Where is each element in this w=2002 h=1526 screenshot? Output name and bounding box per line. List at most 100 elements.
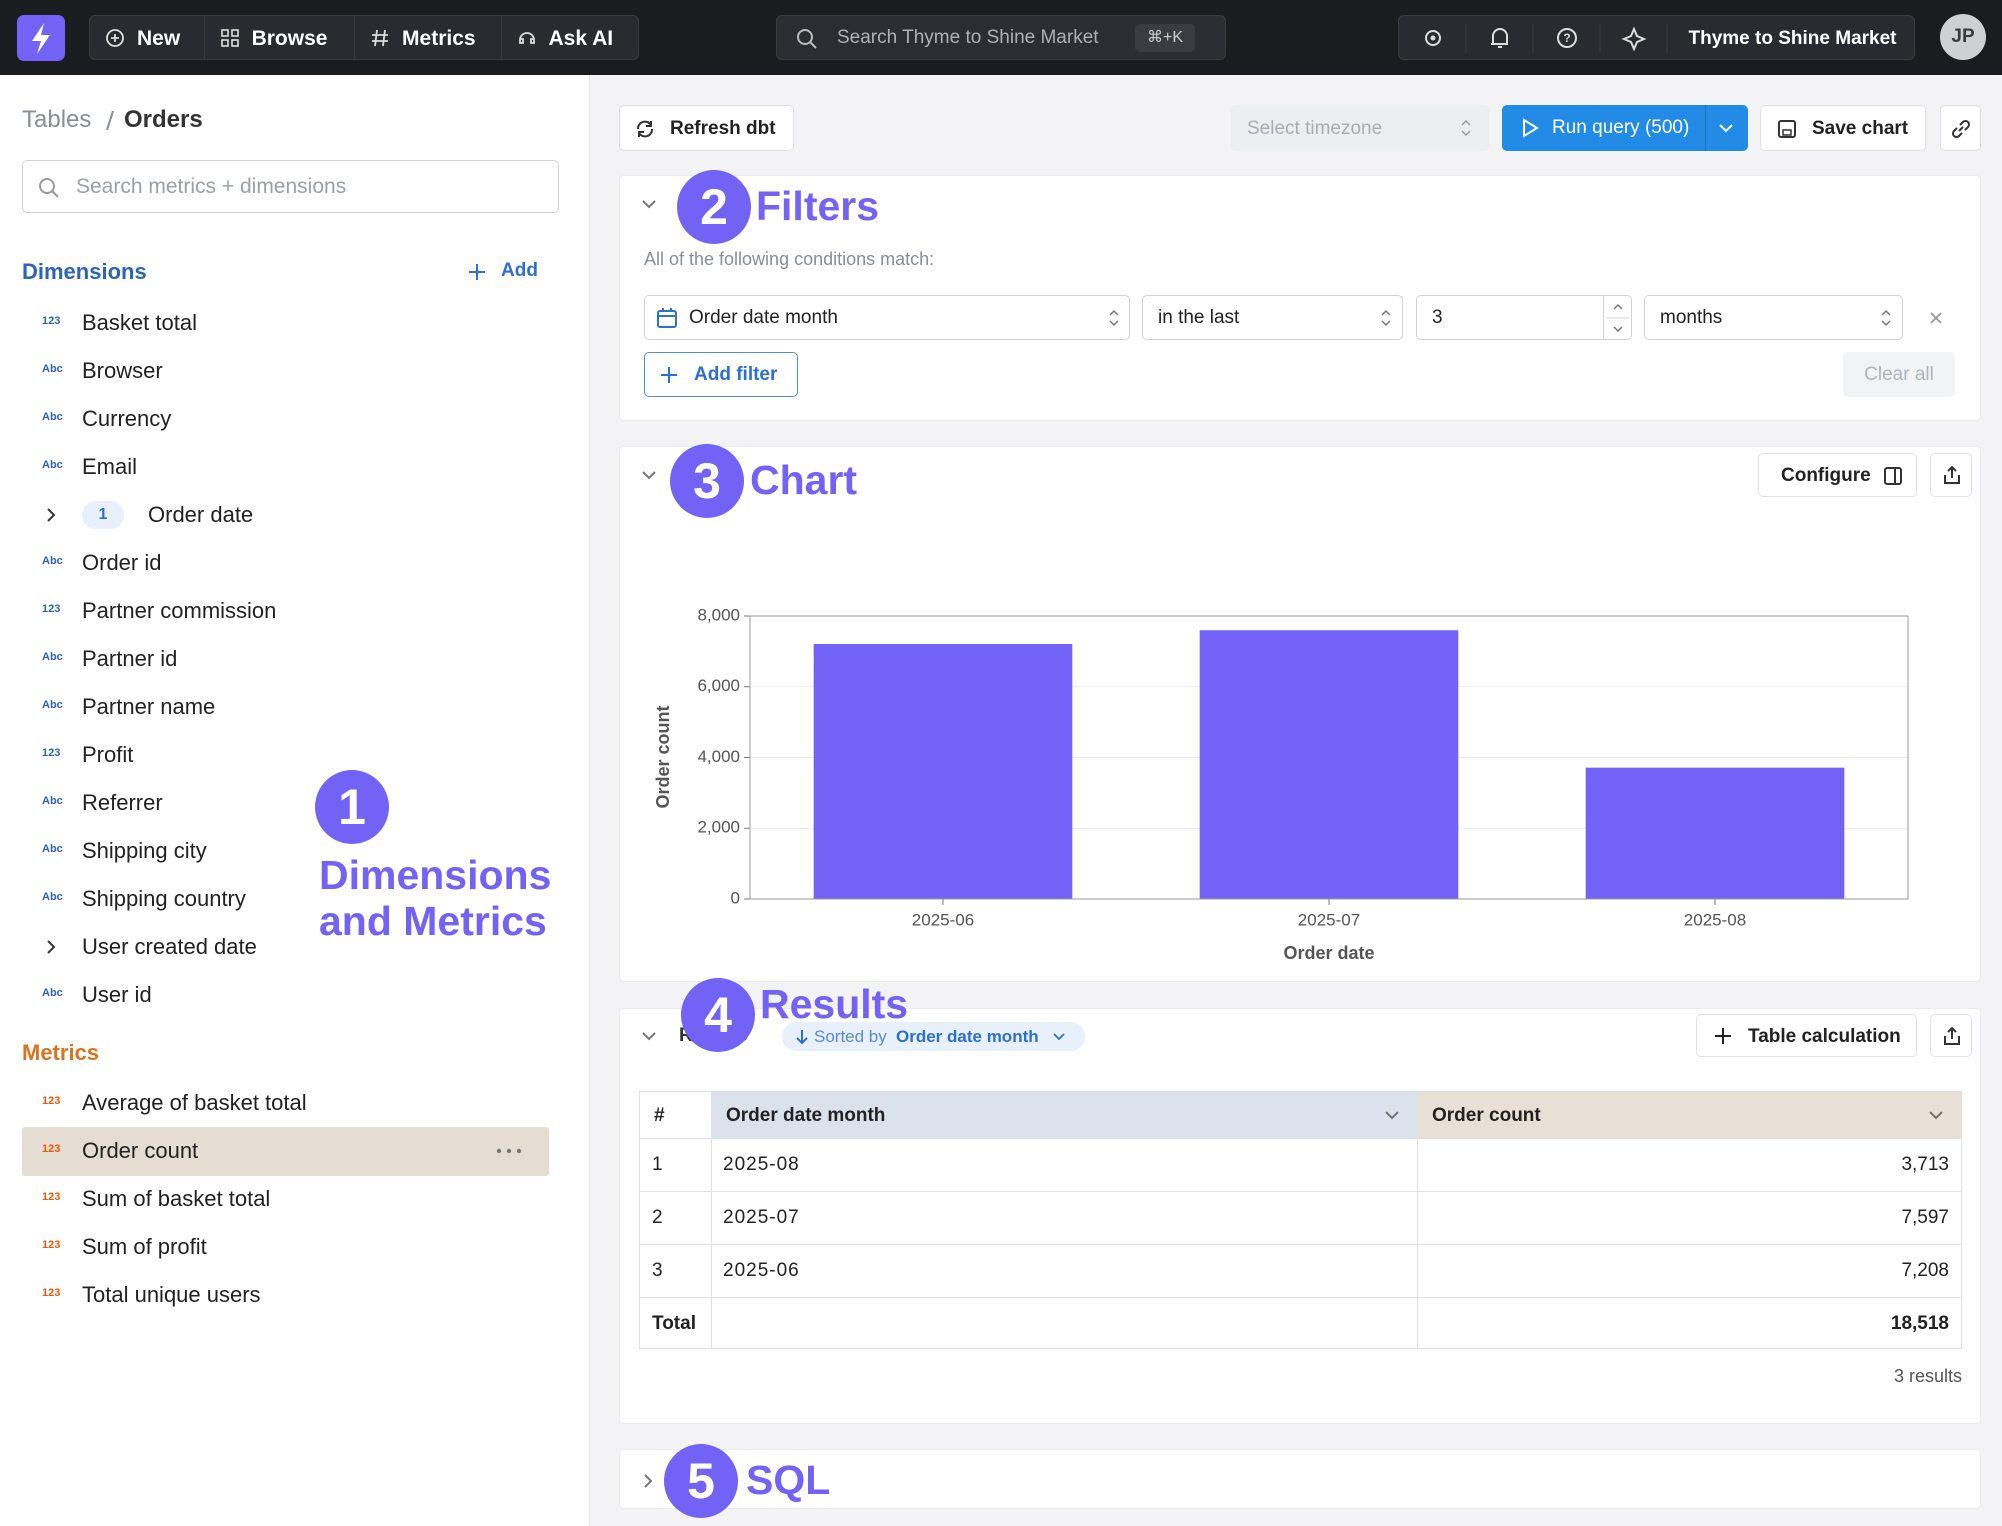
cell-text: 3,713 — [1901, 1154, 1949, 1175]
field-label[interactable]: Profit — [82, 742, 134, 767]
search-placeholder: Search Thyme to Shine Market — [837, 27, 1099, 48]
field-label[interactable]: Referrer — [82, 790, 163, 815]
link-icon — [1951, 119, 1971, 139]
refresh-button[interactable]: Refresh dbt — [619, 105, 794, 151]
collapse-chevron[interactable] — [640, 196, 658, 212]
field-label[interactable]: Currency — [82, 406, 172, 431]
sorted-by-label: Sorted by — [814, 1027, 887, 1046]
button-label: Run query (500) — [1552, 117, 1690, 138]
table-calc-button[interactable]: Table calculation — [1696, 1014, 1917, 1057]
field-label[interactable]: User id — [82, 982, 152, 1007]
field-label[interactable]: Shipping country — [82, 886, 246, 911]
sidebar-search[interactable]: Search metrics + dimensions — [22, 160, 559, 213]
button-label: Add filter — [694, 364, 778, 385]
chevron — [1929, 1111, 1943, 1120]
field-label[interactable]: Order date — [148, 502, 254, 527]
filter-value[interactable]: 3 — [1416, 295, 1632, 340]
field-label[interactable]: Order id — [82, 550, 162, 575]
annotation-badge: 1 — [315, 770, 389, 844]
dimensions-title: Dimensions — [22, 259, 147, 284]
field-label[interactable]: Partner id — [82, 646, 178, 671]
clear-all-button[interactable]: Clear all — [1843, 352, 1955, 397]
nav-item[interactable]: Browse — [205, 16, 356, 59]
y-tick-label: 8,000 — [697, 605, 740, 624]
nav-item[interactable]: Metrics — [355, 16, 502, 59]
plot-frame — [749, 615, 1909, 900]
filter-unit[interactable]: months — [1644, 295, 1903, 340]
svg-text:?: ? — [1563, 31, 1570, 45]
avatar[interactable]: JP — [1940, 14, 1986, 60]
field-label[interactable]: Partner name — [82, 694, 216, 719]
divider — [1705, 105, 1706, 151]
add-dimension[interactable]: Add — [501, 260, 538, 281]
filters-subtitle: All of the following conditions match: — [644, 249, 935, 269]
annotation-badge: 2 — [677, 170, 751, 244]
sort-pill[interactable]: Sorted by Order date month — [782, 1022, 1085, 1051]
results-table: # Order date month Order count 1 2025-08 3,71… — [639, 1091, 1962, 1349]
org-name[interactable]: Thyme to Shine Market — [1688, 28, 1897, 49]
field-label[interactable]: Sum of profit — [82, 1234, 207, 1259]
filter-field[interactable]: Order date month — [644, 295, 1130, 340]
total-cell — [1418, 1298, 1961, 1348]
type-badge: 123 — [42, 315, 61, 327]
share-button[interactable] — [1930, 1014, 1972, 1057]
run-query-button[interactable]: Run query (500) — [1502, 105, 1748, 151]
field-label[interactable]: User created date — [82, 934, 257, 959]
type-badge: Abc — [42, 987, 63, 999]
timezone-select[interactable]: Select timezone — [1231, 105, 1489, 151]
field-label[interactable]: Email — [82, 454, 138, 479]
filter-operator[interactable]: in the last — [1142, 295, 1403, 340]
button-label: Save chart — [1812, 118, 1909, 139]
field-label[interactable]: Average of basket total — [82, 1090, 307, 1115]
annotation-label: Filters — [756, 183, 880, 229]
global-search[interactable]: Search Thyme to Shine Market ⌘+K — [776, 15, 1226, 60]
cell-text: 7,597 — [1901, 1207, 1949, 1228]
nav-item[interactable]: New — [90, 16, 205, 59]
breadcrumb-parent[interactable]: Tables — [22, 106, 92, 133]
chevron — [47, 940, 56, 954]
configure-button[interactable]: Configure — [1758, 453, 1917, 497]
type-badge: Abc — [42, 891, 63, 903]
stepper[interactable] — [1607, 298, 1629, 338]
dot — [496, 1148, 502, 1154]
field-label[interactable]: Browser — [82, 358, 163, 383]
total-cell — [712, 1298, 1418, 1348]
collapse-chevron[interactable] — [640, 467, 658, 483]
table-cell: 2025-06 — [712, 1245, 1418, 1298]
chevron[interactable] — [1717, 120, 1735, 136]
field-label[interactable]: Partner commission — [82, 598, 277, 623]
annotation-badge: 4 — [681, 978, 755, 1052]
add-filter-button[interactable]: Add filter — [644, 352, 798, 397]
link-button[interactable] — [1940, 105, 1981, 151]
field-label[interactable]: Order count — [82, 1138, 199, 1163]
type-badge: Abc — [42, 555, 63, 567]
select-placeholder: Select timezone — [1247, 118, 1383, 139]
expand-chevron[interactable] — [640, 1472, 656, 1490]
button-label: Refresh dbt — [670, 118, 776, 139]
chevron — [1385, 1111, 1399, 1120]
nav-icon — [106, 29, 124, 47]
field-label[interactable]: Sum of basket total — [82, 1186, 271, 1211]
table-cell: 7,597 — [1418, 1192, 1961, 1245]
nav-item[interactable]: Ask AI — [502, 16, 639, 59]
cell-text: 1 — [652, 1154, 663, 1175]
chart: Order count Order date 0 2,000 4,000 6,000 8… — [653, 605, 1909, 963]
select-arrows — [1109, 309, 1119, 327]
annotation-label: Dimensions and Metrics — [319, 852, 552, 944]
plus-icon — [1715, 1028, 1731, 1044]
column-menu — [1385, 1111, 1399, 1120]
results-count: 3 results — [1893, 1366, 1962, 1386]
y-axis-label: Order count — [653, 705, 673, 808]
field-label[interactable]: Total unique users — [82, 1282, 261, 1307]
logo[interactable] — [17, 15, 65, 61]
unit-value: months — [1660, 307, 1723, 328]
field-label[interactable]: Basket total — [82, 310, 197, 335]
field-label[interactable]: Shipping city — [82, 838, 207, 863]
nav-label: New — [137, 27, 181, 50]
remove-filter[interactable] — [1926, 308, 1946, 328]
select-arrows — [1381, 309, 1391, 327]
share-button[interactable] — [1930, 453, 1972, 497]
bar — [813, 644, 1073, 899]
save-chart-button[interactable]: Save chart — [1760, 105, 1926, 151]
collapse-chevron[interactable] — [640, 1028, 658, 1044]
